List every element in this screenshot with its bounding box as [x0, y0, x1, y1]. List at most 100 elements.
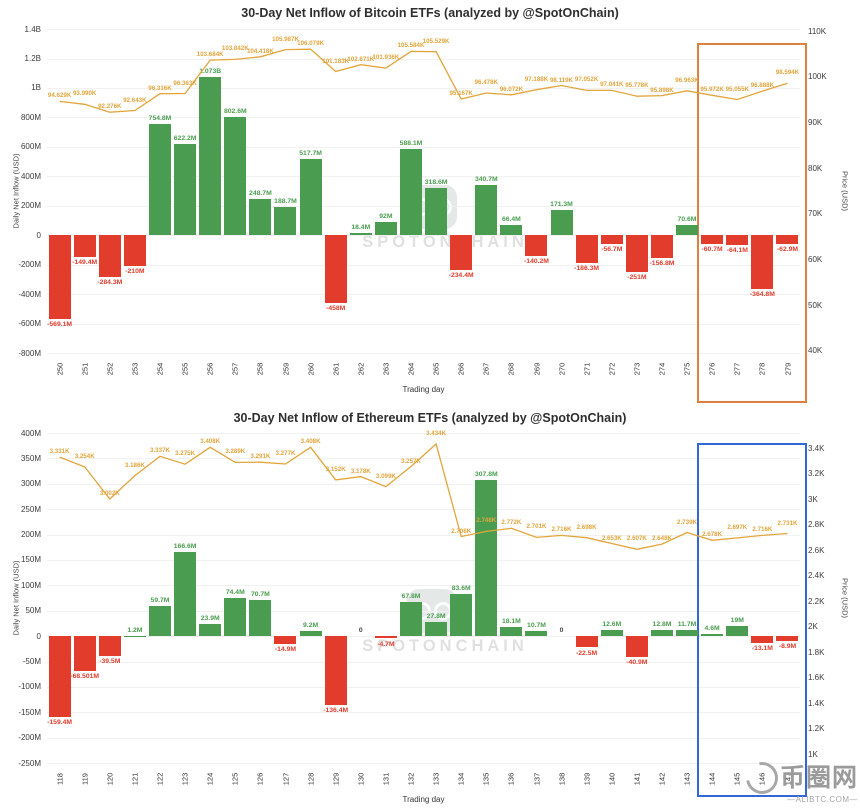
bar-value-label: 11.7M	[677, 621, 697, 629]
price-point-label: 95.972K	[700, 86, 724, 94]
chart-title: 30-Day Net Inflow of Bitcoin ETFs (analy…	[241, 6, 619, 20]
y-tick-label-left: -600M	[18, 319, 41, 328]
bar-value-label: -156.8M	[649, 260, 675, 268]
price-point-label: 93.990K	[72, 90, 97, 98]
bar-value-label: -140.2M	[524, 257, 549, 265]
price-point-label: 3.275K	[175, 450, 196, 458]
bar-day-263	[374, 221, 397, 236]
y-tick-label-right: 1.2K	[808, 724, 825, 734]
bar-day-143	[676, 630, 699, 636]
bar-value-label: 12.8M	[652, 620, 672, 628]
x-tick-label: 134	[456, 772, 466, 786]
bar-day-278	[751, 235, 774, 289]
bar-day-136	[500, 626, 523, 637]
y-tick-label-left: -150M	[18, 707, 41, 717]
x-tick-label: 130	[356, 772, 366, 786]
gridline	[47, 58, 800, 60]
y-tick-label-right: 1.6K	[808, 673, 825, 683]
gridline	[47, 117, 800, 119]
gridline	[47, 636, 800, 638]
bar-day-122	[148, 605, 171, 637]
y-tick-label-right: 2K	[808, 622, 818, 632]
y-tick-label-right: 1K	[808, 749, 818, 759]
bar-value-label: 74.4M	[225, 589, 245, 597]
price-point-label: 3.099K	[375, 472, 396, 480]
bar-day-262	[349, 232, 372, 236]
x-tick-label: 255	[180, 362, 190, 376]
bar-value-label: -60.7M	[701, 246, 723, 254]
gridline	[47, 763, 800, 764]
bar-value-label: -13.1M	[751, 644, 773, 652]
bar-day-271	[575, 235, 598, 263]
x-tick-label: 261	[331, 362, 341, 376]
y-tick-label-right: 3K	[808, 494, 818, 504]
y-tick-label-right: 50K	[808, 300, 823, 310]
bar-day-255	[174, 143, 197, 236]
price-point-label: 98.119K	[549, 76, 574, 84]
y-tick-label-left: -400M	[18, 289, 41, 299]
bar-value-label: 802.6M	[223, 108, 247, 115]
y-tick-label-left: 400M	[20, 428, 41, 438]
bar-value-label: 340.7M	[474, 176, 498, 183]
x-tick-label: 136	[506, 772, 516, 786]
y-tick-label-right: 70K	[808, 209, 823, 219]
bar-day-126	[249, 600, 272, 637]
gridline	[47, 176, 800, 178]
price-point-label: 3.408K	[300, 438, 321, 446]
price-point-label: 2.607K	[626, 535, 647, 543]
price-point-label: 3.152K	[325, 465, 346, 473]
y-tick-label-left: 0	[36, 230, 41, 240]
bar-value-label: -62.9M	[776, 246, 799, 254]
chart-title: 30-Day Net Inflow of Ethereum ETFs (anal…	[233, 411, 627, 425]
y-tick-label-right: 60K	[808, 255, 823, 264]
bar-day-260	[299, 158, 322, 236]
y-tick-label-right: 2.4K	[808, 571, 825, 581]
gridline	[47, 737, 800, 739]
x-tick-label: 264	[406, 362, 416, 376]
x-tick-label: 140	[607, 772, 617, 786]
bar-value-label: 248.7M	[249, 189, 272, 197]
bar-value-label: -56.7M	[601, 245, 623, 253]
bar-value-label: -159.4M	[47, 719, 73, 726]
price-point-label: 97.188K	[524, 75, 549, 83]
highlight-box	[696, 443, 807, 797]
bar-value-label: 171.3M	[550, 201, 573, 208]
bar-day-268	[500, 225, 523, 236]
y-axis-title-right: Price (USD)	[840, 170, 850, 212]
gridline	[47, 235, 800, 237]
bar-value-label: 9.2M	[303, 622, 319, 630]
bar-day-119	[73, 636, 96, 671]
bar-day-118	[48, 636, 71, 717]
bar-value-label: -149.4M	[72, 259, 98, 267]
bar-value-label: -569.1M	[47, 321, 73, 328]
bar-day-131	[374, 636, 397, 639]
price-point-label: 3.408K	[200, 438, 221, 446]
price-point-label: 95.167K	[449, 90, 473, 97]
bar-day-134	[450, 593, 473, 636]
bitcoin-etf-chart: 30-Day Net Inflow of Bitcoin ETFs (analy…	[12, 6, 850, 403]
y-tick-label-left: -100M	[18, 682, 41, 692]
gridline	[47, 433, 800, 434]
y-tick-label-left: 50M	[25, 606, 41, 616]
bar-value-label: 70.7M	[250, 591, 270, 599]
price-point-label: 2.653K	[601, 534, 622, 542]
bar-value-label: -186.3M	[574, 264, 600, 272]
bar-value-label: 1.2M	[127, 626, 143, 634]
spotonchain-watermark: SPOTONCHAIN	[362, 637, 528, 655]
x-tick-label: 263	[381, 362, 391, 376]
price-point-label: 105.529K	[422, 37, 450, 45]
x-tick-label: 139	[582, 772, 592, 786]
bar-day-265	[425, 188, 448, 236]
y-tick-label-left: -250M	[18, 758, 41, 768]
bar-value-label: 19M	[730, 617, 744, 625]
bar-value-label: -210M	[125, 268, 145, 276]
x-tick-label: 274	[657, 362, 667, 376]
price-point-label: 96.316K	[148, 84, 172, 92]
x-tick-label: 132	[406, 772, 416, 786]
price-point-label: 3.289K	[225, 448, 246, 456]
x-tick-label: 260	[306, 362, 316, 376]
bar-value-label: 18.4M	[351, 223, 371, 231]
y-tick-label-left: 1B	[31, 83, 41, 93]
bar-value-label: -364.8M	[749, 290, 775, 298]
bar-day-137	[525, 630, 548, 636]
